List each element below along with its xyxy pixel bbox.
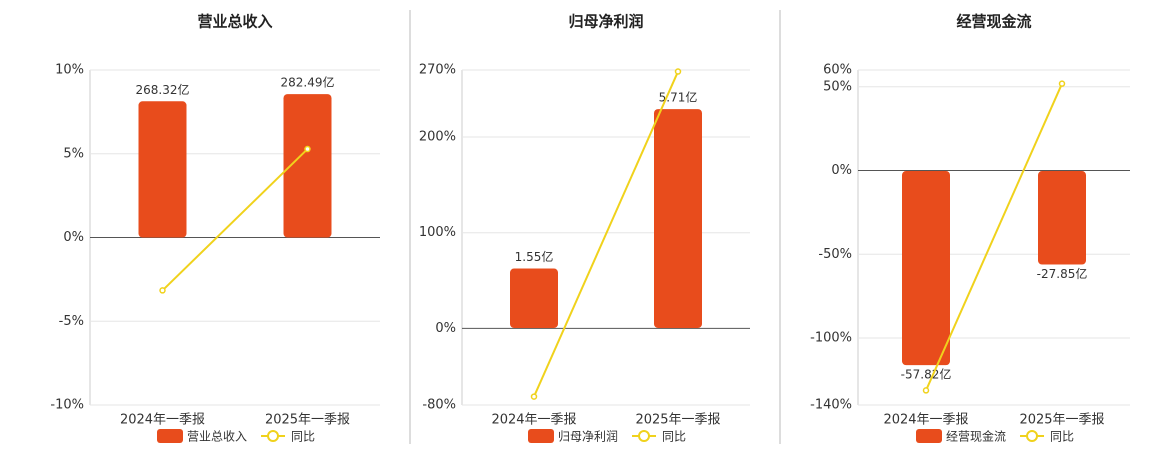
legend-swatch [638,430,651,442]
legend-swatch [267,430,280,442]
y-tick-label: 100% [419,225,456,240]
line-point [1058,80,1066,87]
y-tick-label: 0% [63,230,84,245]
legend-label: 经营现金流 [946,429,1006,444]
legend-label: 营业总收入 [187,430,247,444]
legend-label: 同比 [662,430,686,444]
line [925,83,1063,391]
value-label: 1.55亿 [515,249,554,264]
bar [654,109,702,328]
legend-label: 归母净利润 [558,430,618,444]
legend-label: 同比 [291,430,315,444]
chart-title: 经营现金流 [956,13,1031,31]
chart-title: 归母净利润 [568,13,643,31]
y-tick-label: 60% [823,63,852,78]
y-tick-label: -80% [422,398,456,413]
line-point [159,287,166,294]
x-tick-label: 2025年一季报 [635,413,720,428]
y-tick-label: -140% [810,398,852,413]
y-tick-label: 5% [63,146,84,161]
value-label: -57.82亿 [901,367,952,382]
legend-label: 同比 [1050,430,1074,444]
value-label: 282.49亿 [281,75,335,90]
x-tick-label: 2025年一季报 [1019,413,1104,428]
y-tick-label: 0% [435,321,456,336]
value-label: 268.32亿 [136,82,190,97]
legend-swatch [157,429,183,443]
bar [902,171,950,366]
line [533,71,679,397]
y-tick-label: -10% [50,398,84,413]
chart-title: 营业总收入 [197,13,272,31]
line-point [922,387,930,394]
y-tick-label: 200% [419,130,456,145]
line-point [674,68,682,75]
legend-swatch [528,429,554,443]
value-label: -27.85亿 [1037,266,1088,281]
x-tick-label: 2025年一季报 [265,413,350,428]
line [161,148,309,292]
y-tick-label: -50% [818,247,852,262]
y-tick-label: 0% [831,163,852,178]
bar [510,268,558,328]
y-tick-label: -5% [59,314,84,329]
x-tick-label: 2024年一季报 [491,413,576,428]
legend-swatch [1026,430,1039,442]
line-point [304,145,311,153]
legend-swatch [916,429,942,443]
y-tick-label: 50% [823,79,852,94]
y-tick-label: 10% [55,63,84,78]
line-point [530,393,538,400]
bar [283,94,332,238]
bar [1038,171,1086,265]
x-tick-label: 2024年一季报 [883,413,968,428]
y-tick-label: 270% [419,63,456,78]
y-tick-label: -100% [810,331,852,346]
x-tick-label: 2024年一季报 [120,413,205,428]
bar [138,101,187,238]
